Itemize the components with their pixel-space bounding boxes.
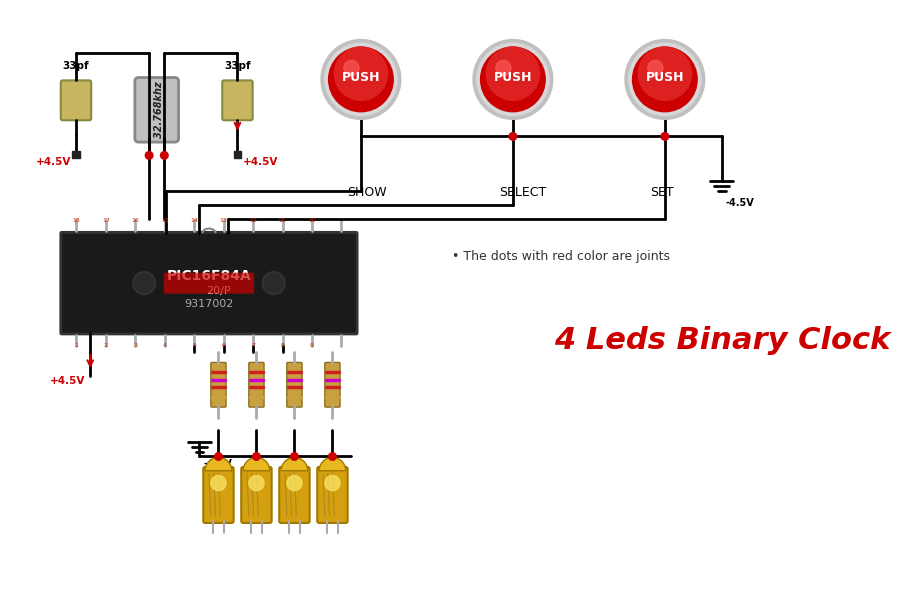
Circle shape	[509, 132, 517, 140]
Circle shape	[146, 152, 153, 159]
Circle shape	[625, 40, 704, 119]
FancyBboxPatch shape	[249, 362, 264, 407]
Circle shape	[638, 47, 692, 100]
FancyBboxPatch shape	[60, 80, 92, 120]
Circle shape	[211, 476, 226, 491]
Circle shape	[133, 272, 156, 294]
Circle shape	[253, 453, 260, 460]
FancyBboxPatch shape	[60, 232, 357, 334]
Text: 15: 15	[161, 218, 169, 223]
Circle shape	[477, 43, 549, 115]
FancyBboxPatch shape	[317, 467, 348, 523]
Text: 9317002: 9317002	[184, 299, 234, 309]
Text: 5: 5	[192, 343, 196, 348]
Text: 4 Leds Binary Clock: 4 Leds Binary Clock	[554, 326, 890, 355]
Circle shape	[329, 453, 336, 460]
Circle shape	[249, 476, 264, 491]
Wedge shape	[205, 457, 232, 471]
Circle shape	[661, 132, 669, 140]
Text: 10: 10	[308, 218, 316, 223]
FancyBboxPatch shape	[279, 467, 310, 523]
Circle shape	[473, 40, 552, 119]
Circle shape	[290, 453, 299, 460]
Circle shape	[214, 453, 223, 460]
Circle shape	[325, 476, 340, 491]
Text: +4.5V: +4.5V	[50, 376, 85, 386]
Circle shape	[321, 40, 401, 119]
Text: 3: 3	[134, 343, 137, 348]
Text: 18: 18	[72, 218, 81, 223]
Circle shape	[344, 60, 359, 76]
Circle shape	[633, 47, 697, 112]
Text: SHOW: SHOW	[346, 186, 387, 199]
Circle shape	[160, 152, 169, 159]
Text: 16: 16	[132, 218, 139, 223]
Circle shape	[486, 47, 540, 100]
Text: 32.768khz: 32.768khz	[154, 82, 164, 138]
Text: 7: 7	[251, 343, 256, 348]
Text: 12: 12	[249, 218, 257, 223]
Wedge shape	[243, 457, 269, 471]
Text: -4.5V: -4.5V	[725, 198, 755, 208]
Text: +4.5V: +4.5V	[36, 157, 71, 167]
Text: 9: 9	[310, 343, 314, 348]
Text: 33pf: 33pf	[62, 61, 89, 72]
Circle shape	[481, 47, 545, 112]
FancyBboxPatch shape	[164, 272, 254, 294]
Circle shape	[496, 60, 511, 76]
FancyBboxPatch shape	[135, 77, 179, 142]
Bar	[72, 151, 80, 158]
Text: 8: 8	[280, 343, 285, 348]
Wedge shape	[281, 457, 308, 471]
Text: PUSH: PUSH	[342, 71, 380, 84]
Bar	[234, 151, 241, 158]
Circle shape	[329, 47, 393, 112]
Text: 4: 4	[163, 343, 167, 348]
Circle shape	[628, 43, 701, 115]
Text: PIC16F84A: PIC16F84A	[167, 268, 251, 282]
Text: -4.5V: -4.5V	[203, 459, 232, 469]
Text: PUSH: PUSH	[646, 71, 684, 84]
Text: 17: 17	[102, 218, 110, 223]
FancyBboxPatch shape	[211, 362, 226, 407]
FancyBboxPatch shape	[223, 80, 253, 120]
Text: 20/P: 20/P	[206, 286, 231, 296]
Circle shape	[135, 274, 154, 293]
Text: 13: 13	[220, 218, 227, 223]
Text: 2: 2	[104, 343, 108, 348]
FancyBboxPatch shape	[325, 362, 340, 407]
Text: SET: SET	[650, 186, 674, 199]
Circle shape	[262, 272, 285, 294]
Text: SELECT: SELECT	[498, 186, 546, 199]
Circle shape	[287, 476, 302, 491]
Circle shape	[648, 60, 663, 76]
Text: 01: 01	[278, 218, 287, 223]
Text: PUSH: PUSH	[494, 71, 532, 84]
Circle shape	[334, 47, 387, 100]
Text: 14: 14	[191, 218, 198, 223]
Wedge shape	[319, 457, 345, 471]
Circle shape	[264, 274, 283, 293]
FancyBboxPatch shape	[241, 467, 272, 523]
Text: 1: 1	[74, 343, 79, 348]
Text: • The dots with red color are joints: • The dots with red color are joints	[453, 250, 671, 263]
Circle shape	[325, 43, 397, 115]
Text: +4.5V: +4.5V	[243, 157, 278, 167]
Text: 6: 6	[222, 343, 225, 348]
Text: 33pf: 33pf	[224, 61, 251, 72]
FancyBboxPatch shape	[287, 362, 302, 407]
FancyBboxPatch shape	[203, 467, 234, 523]
